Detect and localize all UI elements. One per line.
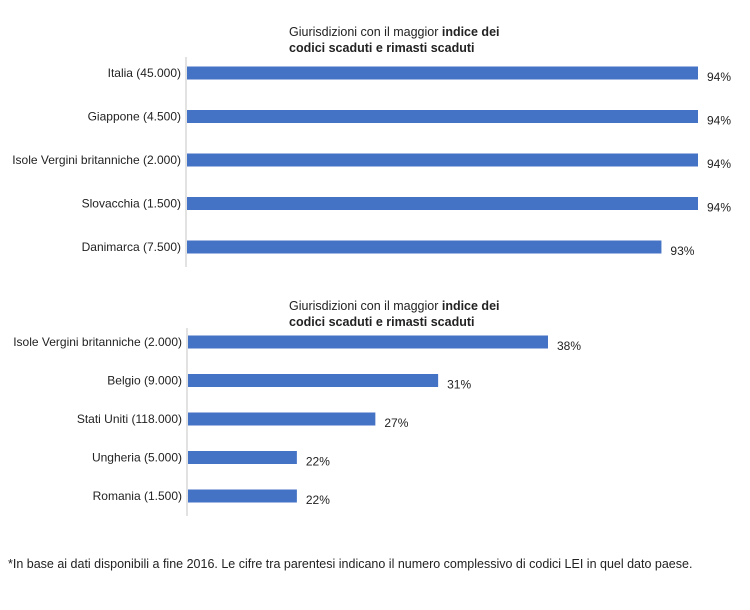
bar <box>188 489 297 503</box>
data-label: 94% <box>707 157 731 171</box>
category-label: Italia (45.000) <box>108 66 181 80</box>
chart-2-title-bold-2: codici scaduti e rimasti scaduti <box>289 315 475 329</box>
data-label: 93% <box>670 244 694 258</box>
category-label: Belgio (9.000) <box>107 374 182 388</box>
data-label: 22% <box>306 455 330 469</box>
data-label: 94% <box>707 114 731 128</box>
bar <box>187 240 662 254</box>
data-label: 94% <box>707 201 731 215</box>
bar <box>188 451 297 464</box>
category-label: Romania (1.500) <box>93 489 182 503</box>
chart-1: Italia (45.000) 94% Giappone (4.500) 94% Iso… <box>12 57 731 267</box>
chart-2: Isole Vergini britanniche (2.000) 38% Belg… <box>13 328 581 516</box>
data-label: 31% <box>447 378 471 392</box>
bar <box>188 335 548 349</box>
chart-1-title-plain: Giurisdizioni con il maggior <box>289 25 442 39</box>
category-label: Isole Vergini britanniche (2.000) <box>12 153 181 167</box>
category-label: Danimarca (7.500) <box>82 240 181 254</box>
chart-1-title-bold-1: indice dei <box>441 25 500 39</box>
category-label: Stati Uniti (118.000) <box>77 412 182 426</box>
bar <box>187 110 698 123</box>
bar <box>188 374 439 387</box>
footnote: *In base ai dati disponibili a fine 2016… <box>8 557 693 571</box>
chart-2-title-bold-1: indice dei <box>441 299 500 313</box>
category-label: Slovacchia (1.500) <box>82 197 181 211</box>
category-label: Ungheria (5.000) <box>92 451 182 465</box>
chart-1-title: Giurisdizioni con il maggior indice dei … <box>289 24 500 56</box>
chart-2-title: Giurisdizioni con il maggior indice dei … <box>289 298 500 330</box>
category-label: Giappone (4.500) <box>88 110 181 124</box>
chart-2-title-plain: Giurisdizioni con il maggior <box>289 299 442 313</box>
bar <box>188 412 376 426</box>
bar <box>187 197 698 210</box>
data-label: 38% <box>557 339 581 353</box>
category-label: Isole Vergini britanniche (2.000) <box>13 335 182 349</box>
chart-1-title-bold-2: codici scaduti e rimasti scaduti <box>289 41 475 55</box>
bar <box>187 66 698 80</box>
data-label: 94% <box>707 70 731 84</box>
bar <box>187 153 698 167</box>
data-label: 22% <box>306 493 330 507</box>
data-label: 27% <box>384 416 408 430</box>
